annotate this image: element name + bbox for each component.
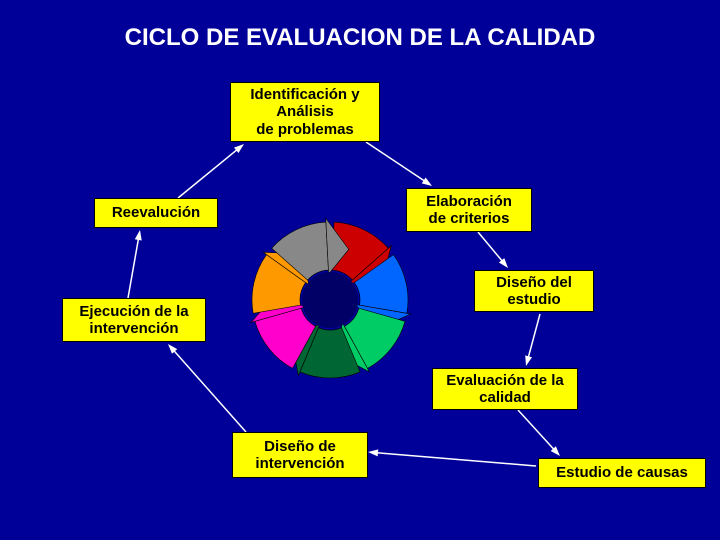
- box-diseno_estudio: Diseño del estudio: [474, 270, 594, 312]
- box-elaboracion: Elaboración de criterios: [406, 188, 532, 232]
- box-evaluacion: Evaluación de la calidad: [432, 368, 578, 410]
- diagram-title: CICLO DE EVALUACION DE LA CALIDAD: [0, 24, 720, 52]
- box-reevalucion: Reevalución: [94, 198, 218, 228]
- box-ejecucion: Ejecución de la intervención: [62, 298, 206, 342]
- box-estudio_causas: Estudio de causas: [538, 458, 706, 488]
- box-diseno_interv: Diseño de intervención: [232, 432, 368, 478]
- box-identificacion: Identificación y Análisis de problemas: [230, 82, 380, 142]
- diagram-stage: CICLO DE EVALUACION DE LA CALIDAD Identi…: [0, 0, 720, 540]
